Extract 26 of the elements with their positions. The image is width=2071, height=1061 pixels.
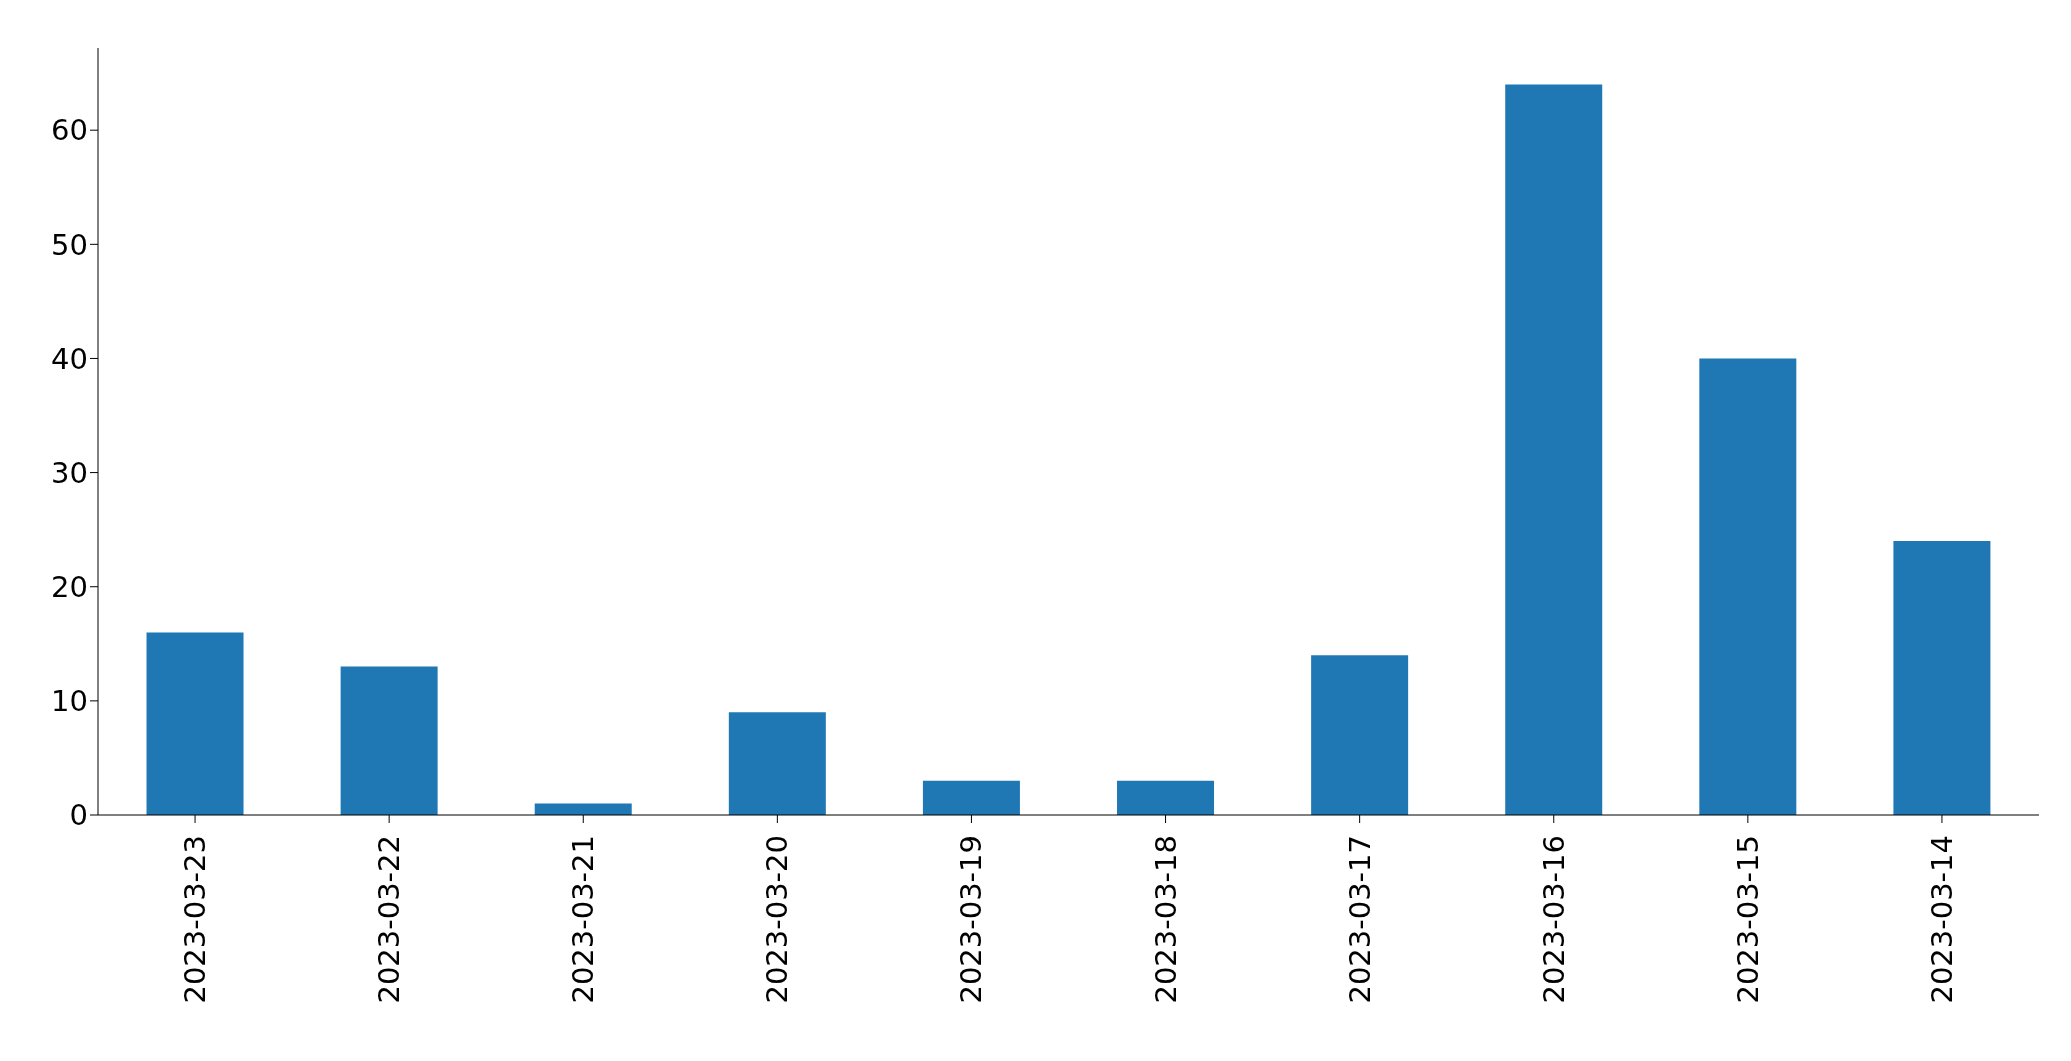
y-tick-label: 0: [69, 798, 88, 833]
x-tick-label: 2023-03-15: [1730, 835, 1765, 1004]
x-tick-label: 2023-03-21: [566, 835, 601, 1004]
bar: [1311, 655, 1409, 815]
bar: [1505, 84, 1603, 815]
bar: [1893, 541, 1991, 815]
x-tick-label: 2023-03-14: [1924, 835, 1959, 1004]
x-tick-label: 2023-03-16: [1536, 835, 1571, 1004]
y-tick-label: 40: [51, 341, 88, 376]
bar: [728, 712, 826, 815]
y-tick-label: 60: [51, 113, 88, 148]
bar: [340, 666, 438, 815]
x-tick-label: 2023-03-19: [954, 835, 989, 1004]
bar: [922, 780, 1020, 815]
y-tick-label: 50: [51, 227, 88, 262]
bar: [146, 632, 244, 815]
bar: [1699, 358, 1797, 815]
bar: [1117, 780, 1215, 815]
x-tick-label: 2023-03-22: [372, 835, 407, 1004]
x-tick-label: 2023-03-17: [1342, 835, 1377, 1004]
y-tick-label: 30: [51, 455, 88, 490]
y-tick-label: 10: [51, 684, 88, 719]
y-tick-label: 20: [51, 570, 88, 605]
x-tick-label: 2023-03-23: [178, 835, 213, 1004]
x-tick-label: 2023-03-20: [760, 835, 795, 1004]
x-tick-label: 2023-03-18: [1148, 835, 1183, 1004]
